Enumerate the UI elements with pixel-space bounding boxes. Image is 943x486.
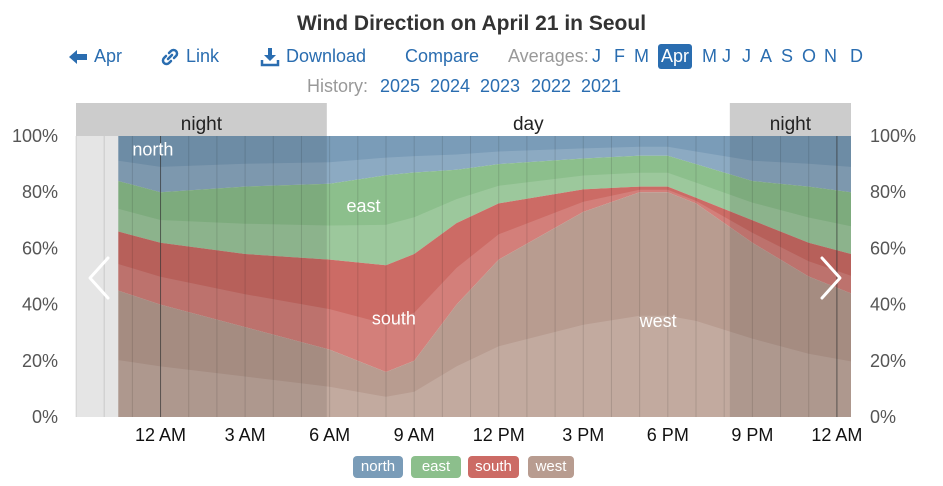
night-shade-0	[76, 136, 327, 417]
month-1[interactable]: F	[614, 46, 625, 66]
history-year-2023[interactable]: 2023	[480, 76, 521, 96]
month-9[interactable]: O	[802, 46, 817, 66]
y-tick-left-3: 60%	[22, 238, 58, 258]
month-8[interactable]: S	[781, 46, 794, 66]
month-0[interactable]: J	[592, 46, 601, 66]
period-label-2: night	[770, 114, 812, 135]
link-label: Link	[186, 46, 220, 66]
area-label-south: south	[372, 308, 416, 328]
legend: north east south west	[0, 456, 943, 480]
area-east-inner	[118, 172, 852, 266]
area-label-north: north	[132, 140, 173, 160]
y-tick-right-4: 20%	[870, 351, 906, 371]
y-tick-right-1: 80%	[870, 182, 906, 202]
chevron-right-icon[interactable]	[820, 256, 842, 300]
legend-east[interactable]: east	[411, 456, 461, 478]
month-6[interactable]: J	[742, 46, 751, 66]
compare-link[interactable]: Compare	[405, 46, 480, 66]
period-band-2	[729, 103, 851, 136]
y-tick-left-2: 40%	[22, 295, 58, 315]
x-tick-5: 3 PM	[562, 425, 604, 445]
period-label-0: night	[181, 114, 223, 135]
link-button[interactable]: Link	[160, 46, 219, 67]
chevron-left-icon[interactable]	[88, 256, 110, 300]
y-tick-right-5: 0%	[870, 407, 896, 427]
area-label-east: east	[347, 196, 381, 216]
y-tick-left-5: 100%	[12, 126, 58, 146]
month-5[interactable]: J	[722, 46, 731, 66]
month-10[interactable]: N	[824, 46, 837, 66]
month-7[interactable]: A	[760, 46, 773, 66]
month-11[interactable]: D	[850, 46, 863, 66]
x-tick-6: 6 PM	[647, 425, 689, 445]
area-north	[118, 136, 852, 193]
month-2[interactable]: M	[634, 46, 649, 66]
month-3[interactable]: Apr	[658, 44, 693, 69]
history-year-2022[interactable]: 2022	[531, 76, 572, 96]
page-title: Wind Direction on April 21 in Seoul	[296, 12, 647, 35]
x-tick-3: 9 AM	[394, 425, 435, 445]
averages-label: Averages:	[508, 46, 589, 66]
y-tick-right-3: 40%	[870, 295, 906, 315]
y-tick-right-2: 60%	[870, 238, 906, 258]
area-south-inner	[118, 189, 852, 372]
history-year-2021[interactable]: 2021	[581, 76, 622, 96]
area-west-inner	[118, 315, 852, 417]
area-label-west: west	[639, 311, 677, 331]
history-label: History:	[307, 76, 369, 96]
y-tick-left-0: 0%	[32, 407, 58, 427]
history-year-2024[interactable]: 2024	[430, 76, 471, 96]
area-north-inner	[118, 146, 852, 193]
legend-north[interactable]: north	[353, 456, 403, 478]
x-tick-2: 6 AM	[309, 425, 350, 445]
area-east	[118, 155, 852, 266]
x-tick-8: 12 AM	[811, 425, 862, 445]
y-tick-right-0: 100%	[870, 126, 916, 146]
y-tick-left-1: 20%	[22, 351, 58, 371]
area-layers	[118, 136, 852, 417]
y-tick-left-4: 80%	[22, 182, 58, 202]
history-row: History: 2025 2024 2023 2022 2021	[0, 76, 943, 100]
download-icon	[260, 48, 280, 67]
download-button[interactable]: Download	[260, 46, 366, 67]
x-tick-0: 12 AM	[135, 425, 186, 445]
x-tick-7: 9 PM	[731, 425, 773, 445]
back-month-label: Apr	[94, 46, 123, 66]
history-year-2025[interactable]: 2025	[380, 76, 421, 96]
link-icon	[161, 48, 179, 66]
night-shade-2	[729, 136, 851, 417]
download-label: Download	[286, 46, 367, 66]
legend-south[interactable]: south	[468, 456, 519, 478]
area-south	[118, 186, 852, 372]
x-tick-4: 12 PM	[473, 425, 525, 445]
legend-west[interactable]: west	[528, 456, 574, 478]
period-label-1: day	[513, 114, 544, 135]
month-4[interactable]: M	[702, 46, 717, 66]
x-tick-1: 3 AM	[225, 425, 266, 445]
period-band-0	[76, 103, 327, 136]
area-west	[118, 192, 852, 417]
back-month-link[interactable]: Apr	[68, 46, 122, 67]
arrow-left-icon	[69, 50, 87, 65]
